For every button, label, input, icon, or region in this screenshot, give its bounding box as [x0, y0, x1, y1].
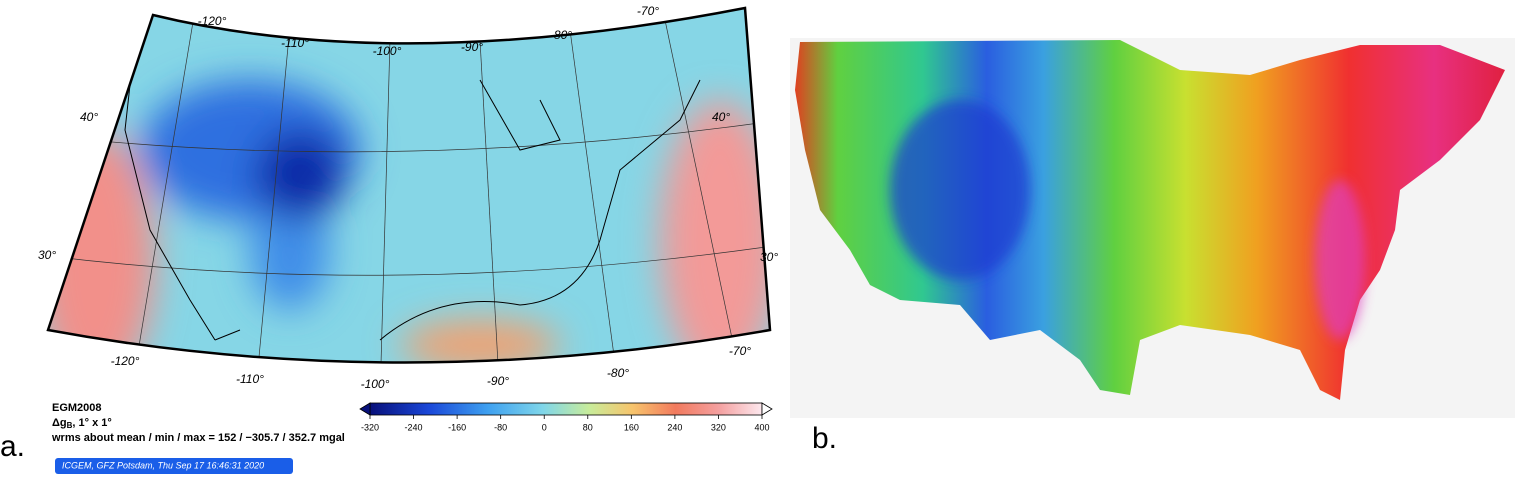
credit-box [55, 458, 293, 474]
longitude-label: -70° [637, 4, 659, 18]
latitude-label: 30° [760, 250, 778, 264]
map-frame [46, 6, 772, 364]
colorbar-high-arrow [761, 402, 773, 416]
colorbar-tick-label: -160 [448, 422, 466, 432]
longitude-label: -90° [461, 40, 483, 54]
credit: ICGEM, GFZ Potsdam, Thu Sep 17 16:46:31 … [62, 460, 264, 470]
colorbar-tick-label: 400 [754, 422, 769, 432]
longitude-label: -80° [607, 366, 629, 380]
latitude-label: 40° [80, 110, 98, 124]
longitude-label: -70° [729, 344, 751, 358]
longitude-label: -120° [198, 14, 227, 28]
colorbar-tick-label: 240 [667, 422, 682, 432]
longitude-label: -110° [236, 372, 264, 386]
colorbar [369, 402, 763, 416]
colorbar-tick-label: -80 [494, 422, 507, 432]
legend-quantity: ΔgB, 1° x 1° [52, 417, 112, 430]
colorbar-tick-label: 0 [542, 422, 547, 432]
panel-label: b. [812, 422, 837, 455]
longitude-label: -110° [281, 36, 309, 50]
quantity: Δg [52, 417, 67, 429]
panel-label: a. [0, 430, 25, 463]
longitude-label: -120° [111, 354, 140, 368]
gravity-map-a [48, 8, 770, 363]
quantity-subscript: B [67, 421, 73, 430]
latitude-label: 40° [712, 110, 730, 124]
legend-stats: wrms about mean / min / max = 152 / −305… [51, 432, 345, 444]
colorbar-tick-label: 320 [711, 422, 726, 432]
longitude-label: -80° [550, 28, 572, 42]
colorbar-tick-label: 80 [583, 422, 593, 432]
colorbar-tick-label: -320 [361, 422, 379, 432]
colorbar-tick-label: -240 [405, 422, 423, 432]
longitude-label: -90° [487, 374, 509, 388]
latitude-label: 30° [38, 248, 56, 262]
longitude-label: -100° [361, 377, 390, 391]
resolution: , 1° x 1° [72, 417, 111, 429]
longitude-label: -100° [373, 44, 402, 58]
legend-model: EGM2008 [52, 402, 102, 414]
colorbar-low-arrow [359, 402, 371, 416]
colorbar-tick-label: 160 [624, 422, 639, 432]
